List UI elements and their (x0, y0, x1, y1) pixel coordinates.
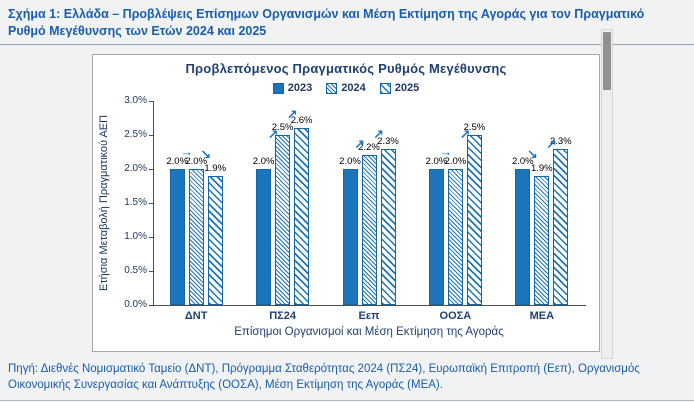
bar-2024-ΔΝΤ (188, 169, 204, 305)
chart-legend: 2023 2024 2025 (93, 82, 599, 94)
trend-arrow-ΜΕΑ-1-down: ↘ (526, 147, 538, 163)
bar-2024-ΟΟΣΑ (447, 169, 463, 305)
page-bottom-divider (0, 400, 694, 401)
y-tick-mark (149, 305, 153, 306)
bar-2024-Εεπ (361, 155, 377, 305)
y-tick-mark (149, 203, 153, 204)
figure-caption: Σχήμα 1: Ελλάδα – Προβλέψεις Επίσημων Ορ… (8, 7, 645, 39)
chart-card: Προβλεπόμενος Πραγματικός Ρυθμός Μεγέθυν… (92, 54, 600, 352)
plot-area (153, 101, 586, 306)
bar-value-2025-ΠΣ24: 2.6% (290, 115, 313, 127)
y-tick-2.5%: 2.5% (124, 129, 147, 140)
legend-label-2024: 2024 (341, 82, 366, 94)
bar-2024-ΠΣ24 (275, 135, 291, 305)
trend-arrow-ΟΟΣΑ-1-flat: → (439, 144, 453, 159)
x-tick-ΔΝΤ: ΔΝΤ (184, 310, 208, 322)
bar-value-2024-Εεπ: 2.2% (358, 142, 380, 154)
bar-2025-ΠΣ24 (294, 128, 310, 305)
legend-label-2023: 2023 (287, 82, 313, 94)
x-tick-ΠΣ24: ΠΣ24 (269, 310, 296, 322)
y-tick-2.0%: 2.0% (124, 163, 147, 174)
bar-value-2024-ΟΟΣΑ: 2.0% (444, 156, 467, 167)
bar-2023-ΜΕΑ (515, 169, 531, 305)
bar-value-2024-ΔΝΤ: 2.0% (185, 156, 208, 167)
bar-2025-Εεπ (380, 148, 396, 305)
trend-arrow-ΠΣ24-2-up: ↗ (286, 106, 298, 122)
bar-value-2025-Εεπ: 2.3% (377, 135, 399, 147)
legend-label-2025: 2025 (394, 82, 420, 94)
y-tick-1.0%: 1.0% (124, 231, 147, 242)
bar-value-2023-ΔΝΤ: 2.0% (166, 156, 189, 167)
bar-value-2024-ΜΕΑ: 1.9% (530, 162, 553, 174)
bar-2024-ΜΕΑ (534, 175, 550, 305)
bar-value-2023-ΜΕΑ: 2.0% (511, 156, 534, 167)
y-tick-3.0%: 3.0% (124, 95, 147, 106)
bar-value-2023-Εεπ: 2.0% (339, 156, 361, 167)
bar-2023-Εεπ (342, 169, 358, 305)
legend-swatch-2023 (272, 82, 284, 94)
x-axis-label: Επίσημοι Οργανισμοί και Μέση Εκτίμηση τη… (234, 326, 504, 338)
y-tick-mark (149, 271, 153, 272)
trend-arrow-ΟΟΣΑ-2-up: ↗ (459, 127, 471, 142)
legend-item-2024: 2024 (326, 82, 366, 94)
bar-value-2025-ΟΟΣΑ: 2.5% (463, 122, 486, 133)
y-tick-mark (149, 169, 153, 170)
x-tick-Εεπ: Εεπ (358, 310, 380, 322)
legend-item-2025: 2025 (379, 82, 420, 94)
bar-value-2025-ΜΕΑ: 2.3% (549, 135, 572, 147)
trend-arrow-Εεπ-2-up: ↗ (373, 127, 384, 142)
caption-divider (0, 44, 694, 45)
x-tick-ΟΟΣΑ: ΟΟΣΑ (439, 310, 472, 322)
y-tick-0.5%: 0.5% (124, 265, 147, 276)
x-tick-ΜΕΑ: ΜΕΑ (529, 310, 555, 322)
bar-2023-ΔΝΤ (169, 169, 185, 305)
trend-arrow-ΜΕΑ-2-up: ↗ (545, 137, 557, 153)
bar-value-2024-ΠΣ24: 2.5% (271, 122, 294, 133)
legend-swatch-2025 (379, 82, 391, 94)
y-axis-label: Ετήσια Μεταβολή Πραγματικού ΑΕΠ (98, 114, 110, 292)
y-tick-mark (149, 101, 153, 102)
source-note: Πηγή: Διεθνές Νομισματικό Ταμείο (ΔΝΤ), … (8, 363, 640, 391)
trend-arrow-ΔΝΤ-2-down: ↘ (200, 147, 212, 163)
bar-2025-ΜΕΑ (553, 148, 569, 305)
bar-value-2023-ΟΟΣΑ: 2.0% (425, 156, 448, 167)
y-tick-mark (149, 237, 153, 238)
y-tick-1.5%: 1.5% (124, 197, 147, 208)
trend-arrow-ΠΣ24-1-up: ↗ (267, 127, 279, 142)
scrollbar-thumb[interactable] (603, 32, 611, 90)
y-tick-0.0%: 0.0% (124, 299, 147, 310)
y-tick-mark (149, 135, 153, 136)
trend-arrow-Εεπ-1-up: ↗ (354, 137, 365, 153)
bar-value-2023-ΠΣ24: 2.0% (252, 156, 275, 167)
bar-2023-ΠΣ24 (256, 169, 272, 305)
trend-arrow-ΔΝΤ-1-flat: → (180, 144, 194, 159)
bar-2025-ΟΟΣΑ (466, 135, 482, 305)
bar-value-2025-ΔΝΤ: 1.9% (204, 162, 227, 174)
legend-swatch-2024 (326, 82, 338, 94)
chart-title: Προβλεπόμενος Πραγματικός Ρυθμός Μεγέθυν… (185, 61, 507, 76)
bar-2023-ΟΟΣΑ (428, 169, 444, 305)
vertical-scrollbar[interactable] (601, 29, 613, 359)
legend-item-2023: 2023 (272, 82, 313, 94)
bar-2025-ΔΝΤ (207, 175, 223, 305)
